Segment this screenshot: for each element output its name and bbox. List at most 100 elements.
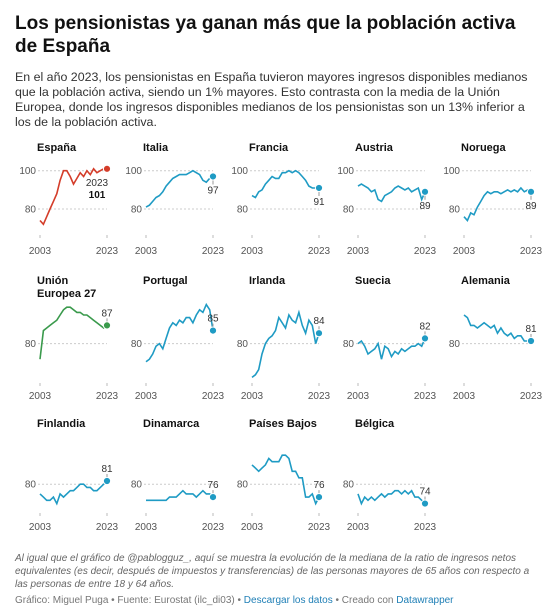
panel-chart: 80 2003 2023 84 xyxy=(237,309,331,402)
series-line xyxy=(463,186,532,222)
end-dot xyxy=(526,187,536,196)
y-tick-label: 100 xyxy=(19,166,36,177)
x-tick-label: 2003 xyxy=(135,522,158,533)
y-tick-label: 80 xyxy=(237,205,249,216)
panel: Dinamarca 80 2003 2023 76 xyxy=(121,418,227,538)
value-label: 89 xyxy=(419,201,431,212)
x-tick-label: 2003 xyxy=(29,522,52,533)
end-dot xyxy=(420,499,430,508)
notes: Al igual que el gráfico de @pablogguz_, … xyxy=(15,553,530,590)
series-line xyxy=(39,167,107,226)
panel-title: Portugal xyxy=(143,275,188,287)
panel-chart: 80 100 2003 2023 91 xyxy=(231,166,330,257)
panel: Bélgica 80 2003 2023 74 xyxy=(333,418,439,538)
x-tick-label: 2003 xyxy=(347,246,370,257)
panel-chart: 80 2003 2023 85 xyxy=(131,302,225,402)
panel: Alemania 80 2003 2023 81 xyxy=(439,275,545,407)
panel: Irlanda 80 2003 2023 84 xyxy=(227,275,333,407)
series-line xyxy=(463,314,531,342)
value-label: 85 xyxy=(207,314,219,325)
y-tick-label: 80 xyxy=(237,480,249,491)
value-label: 81 xyxy=(525,324,537,335)
value-label: 76 xyxy=(207,480,219,491)
x-tick-label: 2003 xyxy=(241,522,264,533)
x-tick-label: 2003 xyxy=(347,391,370,402)
panel-title: Unión Europea 27 xyxy=(37,275,97,300)
end-dot xyxy=(314,183,324,193)
x-tick-label: 2023 xyxy=(414,246,437,257)
series-line xyxy=(39,480,108,506)
panel: Francia 80 100 2003 2023 91 xyxy=(227,142,333,264)
x-tick-label: 2003 xyxy=(135,246,158,257)
panel-chart: 80 2003 2023 81 xyxy=(449,314,543,402)
y-tick-label: 80 xyxy=(343,339,355,350)
x-tick-label: 2003 xyxy=(135,391,158,402)
panel: Portugal 80 2003 2023 85 xyxy=(121,275,227,407)
created: • Creado con xyxy=(335,595,394,606)
y-tick-label: 100 xyxy=(337,166,354,177)
panel-chart: 80 100 2003 2023 97 xyxy=(125,166,225,257)
source-line: Gráfico: Miguel Puga • Fuente: Eurostat … xyxy=(15,595,454,606)
panel: España 80 100 2003 2023 2023 101 xyxy=(15,142,121,264)
x-tick-label: 2003 xyxy=(241,391,264,402)
panel-title: Francia xyxy=(249,142,289,154)
x-tick-label: 2023 xyxy=(414,391,437,402)
panel-title: Países Bajos xyxy=(249,418,317,430)
x-tick-label: 2023 xyxy=(96,522,119,533)
series-line xyxy=(357,489,426,506)
x-tick-label: 2023 xyxy=(520,246,543,257)
value-label: 74 xyxy=(419,487,431,498)
x-tick-label: 2003 xyxy=(453,391,476,402)
panel-chart: 80 2003 2023 82 xyxy=(343,321,437,402)
series-line xyxy=(145,302,214,363)
x-tick-label: 2003 xyxy=(29,391,52,402)
x-tick-label: 2023 xyxy=(202,522,225,533)
x-tick-label: 2023 xyxy=(308,522,331,533)
end-dot xyxy=(102,164,112,173)
panel: Italia 80 100 2003 2023 97 xyxy=(121,142,227,264)
panel-title: Austria xyxy=(355,142,393,154)
panel: Países Bajos 80 2003 2023 76 xyxy=(227,418,333,538)
x-tick-label: 2023 xyxy=(96,391,119,402)
x-tick-label: 2003 xyxy=(241,246,264,257)
x-tick-label: 2023 xyxy=(202,246,225,257)
series-line xyxy=(145,169,214,208)
end-dot xyxy=(208,493,218,502)
y-tick-label: 80 xyxy=(449,205,461,216)
value-label: 82 xyxy=(419,321,431,332)
x-tick-label: 2003 xyxy=(347,522,370,533)
download-link[interactable]: Descargar los datos xyxy=(243,595,333,606)
series-line xyxy=(251,454,320,506)
panel-title: Alemania xyxy=(461,275,510,287)
y-tick-label: 80 xyxy=(25,339,37,350)
panel-title: Irlanda xyxy=(249,275,286,287)
panel-title: Noruega xyxy=(461,142,506,154)
end-dot xyxy=(102,476,112,486)
end-dot xyxy=(208,326,218,335)
y-tick-label: 80 xyxy=(25,480,37,491)
panel-title: España xyxy=(37,142,77,154)
end-dot xyxy=(526,336,536,346)
source: Gráfico: Miguel Puga • Fuente: Eurostat … xyxy=(15,595,241,606)
y-tick-label: 80 xyxy=(343,480,355,491)
panel-chart: 80 2003 2023 74 xyxy=(343,480,437,533)
y-tick-label: 80 xyxy=(343,205,355,216)
panel-chart: 80 2003 2023 81 xyxy=(25,464,119,533)
subtitle: En el año 2023, los pensionistas en Espa… xyxy=(15,70,528,129)
x-tick-label: 2023 xyxy=(414,522,437,533)
series-line xyxy=(39,306,108,360)
tool-link[interactable]: Datawrapper xyxy=(396,595,454,606)
x-tick-label: 2023 xyxy=(96,246,119,257)
end-dot xyxy=(208,172,218,181)
panel: Austria 80 100 2003 2023 89 xyxy=(333,142,439,264)
panel: Unión Europea 27 80 2003 2023 87 xyxy=(15,275,121,407)
series-line xyxy=(357,338,426,360)
panel-chart: 80 100 2003 2023 89 xyxy=(443,166,543,257)
panel: Noruega 80 100 2003 2023 89 xyxy=(439,142,545,264)
series-line xyxy=(357,183,426,203)
end-dot xyxy=(314,493,324,502)
panel-title: Dinamarca xyxy=(143,418,200,430)
y-tick-label: 80 xyxy=(449,339,461,350)
y-tick-label: 80 xyxy=(25,205,37,216)
series-line xyxy=(146,489,214,502)
